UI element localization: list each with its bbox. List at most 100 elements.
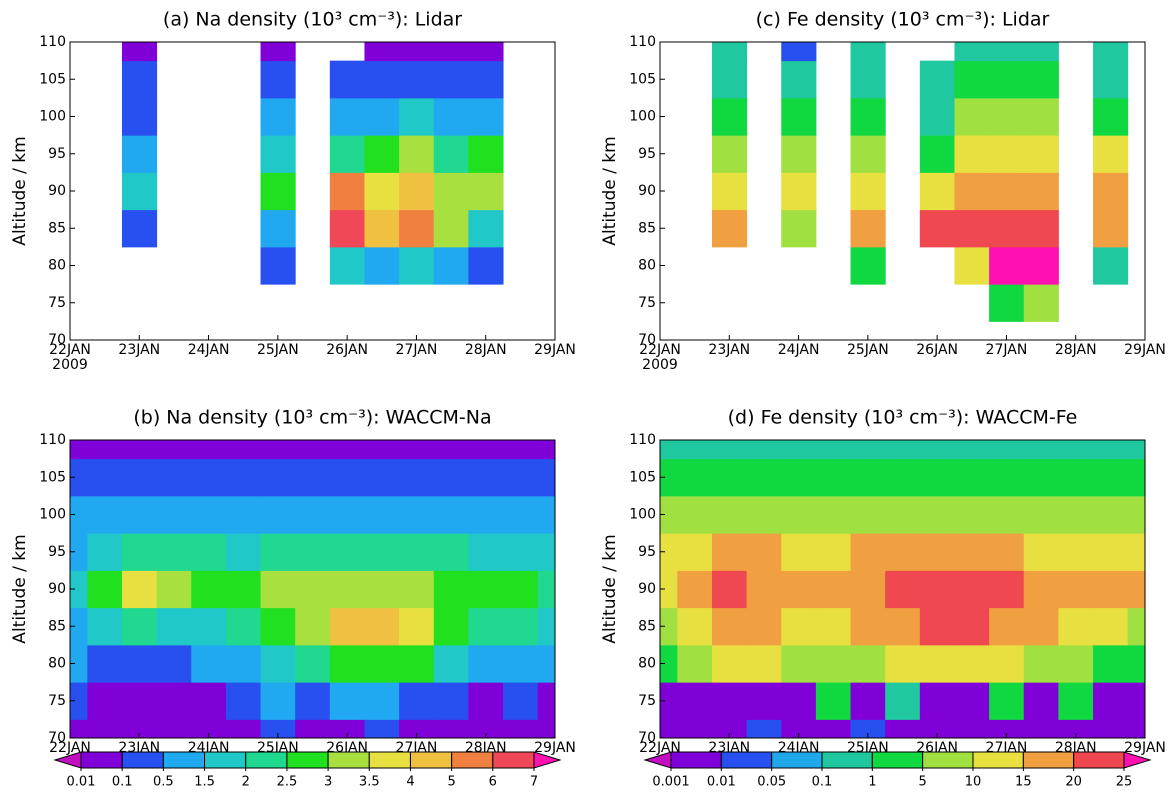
contour-cell <box>121 719 158 738</box>
contour-cell <box>989 60 1025 99</box>
colorbar-box <box>1022 751 1075 769</box>
y-axis-label: Altitude / km <box>10 534 30 643</box>
contour-cell <box>399 607 435 646</box>
contour-cell <box>433 644 469 683</box>
y-tick-label: 110 <box>39 432 66 448</box>
y-axis-label: Altitude / km <box>600 136 620 245</box>
contour-cell <box>1093 97 1129 136</box>
x-tick-label: 25JAN <box>257 342 299 358</box>
contour-cell <box>364 682 400 720</box>
y-tick-label: 95 <box>48 146 66 162</box>
contour-cell <box>70 644 88 683</box>
contour-cell <box>781 607 817 646</box>
contour-cell <box>87 682 123 720</box>
colorbar-box <box>286 751 329 769</box>
field <box>70 440 555 738</box>
contour-cell <box>1058 495 1094 534</box>
contour-cell <box>954 570 990 609</box>
y-tick-label: 105 <box>629 469 656 485</box>
contour-cell <box>364 495 400 534</box>
contour-cell <box>1023 246 1059 285</box>
y-tick-label: 80 <box>638 656 656 672</box>
contour-cell <box>746 440 782 460</box>
panel: (a) Na density (10³ cm⁻³): Lidar Altitude… <box>10 9 576 374</box>
contour-cell <box>399 97 435 136</box>
contour-cell <box>260 246 296 285</box>
contour-cell <box>295 458 331 497</box>
contour-cell <box>815 607 852 646</box>
colorbar-label: 4 <box>406 775 414 790</box>
contour-cell <box>660 607 678 646</box>
contour-cell <box>1093 440 1129 460</box>
contour-cell <box>989 440 1025 460</box>
contour-cell <box>329 97 365 136</box>
contour-cell <box>919 135 955 173</box>
contour-cell <box>433 495 469 534</box>
contour-cell <box>711 644 748 683</box>
contour-cell <box>87 644 123 683</box>
contour-cell <box>468 60 504 99</box>
contour-cell <box>1058 607 1094 646</box>
colorbar-box <box>327 751 370 769</box>
contour-cell <box>70 719 88 738</box>
contour-cell <box>815 533 852 571</box>
contour-cell <box>433 60 469 99</box>
contour-cell <box>885 682 921 720</box>
contour-cell <box>399 458 435 497</box>
panel: (c) Fe density (10³ cm⁻³): Lidar Altitude… <box>600 9 1166 374</box>
contour-cell <box>260 172 296 211</box>
contour-cell <box>537 682 555 720</box>
field <box>711 42 1129 322</box>
contour-cell <box>660 440 678 460</box>
contour-cell <box>468 458 504 497</box>
contour-cell <box>468 172 504 211</box>
contour-cell <box>711 209 748 248</box>
x-tick-label: 22JAN <box>49 342 91 358</box>
contour-cell <box>399 135 435 173</box>
contour-cell <box>225 719 262 738</box>
contour-cell <box>260 458 296 497</box>
contour-cell <box>1127 719 1145 738</box>
contour-cell <box>225 570 262 609</box>
contour-cell <box>919 440 955 460</box>
colorbar-box <box>204 751 247 769</box>
contour-cell <box>191 533 227 571</box>
contour-cell <box>87 719 123 738</box>
y-tick-label: 85 <box>48 618 66 634</box>
contour-cell <box>711 440 748 460</box>
contour-cell <box>711 570 748 609</box>
contour-cell <box>260 495 296 534</box>
y-tick-label: 70 <box>48 332 66 348</box>
contour-cell <box>364 97 400 136</box>
contour-cell <box>1023 97 1059 136</box>
contour-cell <box>225 458 262 497</box>
contour-cell <box>1058 719 1094 738</box>
contour-cell <box>70 533 88 571</box>
x-tick-label: 23JAN <box>708 342 750 358</box>
contour-cell <box>260 97 296 136</box>
contour-cell <box>121 458 158 497</box>
contour-cell <box>850 172 886 211</box>
contour-cell <box>468 440 504 460</box>
contour-cell <box>121 570 158 609</box>
contour-cell <box>1127 533 1145 571</box>
contour-cell <box>1023 719 1059 738</box>
contour-cell <box>885 495 921 534</box>
contour-cell <box>1023 607 1059 646</box>
contour-cell <box>87 440 123 460</box>
y-tick-label: 100 <box>629 109 656 125</box>
contour-cell <box>989 246 1025 285</box>
y-tick-label: 90 <box>638 581 656 597</box>
contour-cell <box>399 42 435 62</box>
contour-cell <box>225 440 262 460</box>
y-tick-label: 85 <box>638 618 656 634</box>
contour-cell <box>919 533 955 571</box>
contour-cell <box>364 607 400 646</box>
y-tick-label: 105 <box>39 71 66 87</box>
y-tick-label: 70 <box>638 730 656 746</box>
contour-cell <box>1093 209 1129 248</box>
contour-cell <box>503 607 539 646</box>
contour-cell <box>468 682 504 720</box>
contour-cell <box>954 719 990 738</box>
contour-cell <box>329 682 365 720</box>
